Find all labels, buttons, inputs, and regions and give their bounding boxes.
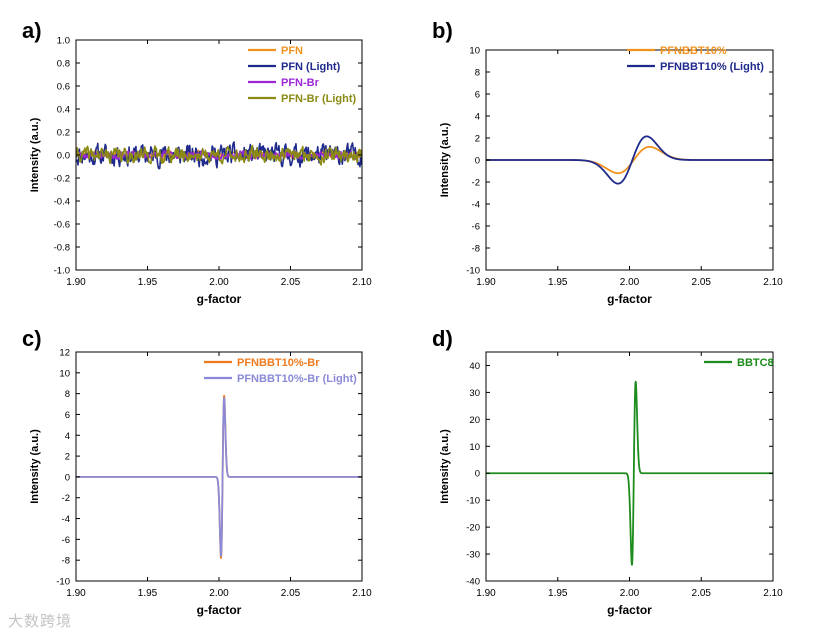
x-tick-label: 2.10 xyxy=(763,277,783,288)
series-line-pfnbbt10-br-light- xyxy=(76,396,362,557)
y-tick-label: 0 xyxy=(65,472,70,483)
y-tick-label: -4 xyxy=(62,514,70,525)
x-tick-label: 2.10 xyxy=(352,588,372,599)
legend-label: PFNBBT10%-Br (Light) xyxy=(237,373,357,385)
x-tick-label: 2.10 xyxy=(352,277,372,288)
y-tick-label: -30 xyxy=(466,550,480,561)
y-tick-label: 0.4 xyxy=(57,105,70,116)
legend-label: PFNBBT10% xyxy=(660,45,727,57)
y-tick-label: 10 xyxy=(469,46,480,57)
y-tick-label: 6 xyxy=(65,410,70,421)
x-tick-label: 2.05 xyxy=(281,588,301,599)
y-tick-label: 0 xyxy=(475,469,480,480)
y-tick-label: -0.6 xyxy=(54,220,70,231)
y-tick-label: 30 xyxy=(469,388,480,399)
x-tick-label: 1.95 xyxy=(548,277,568,288)
y-tick-label: -6 xyxy=(62,535,70,546)
y-axis-label: Intensity (a.u.) xyxy=(29,117,41,192)
watermark-text: 大数跨境 xyxy=(8,612,73,630)
x-axis-label: g-factor xyxy=(607,603,652,617)
y-tick-label: -0.2 xyxy=(54,174,70,185)
y-axis-label: Intensity (a.u.) xyxy=(439,122,451,197)
x-tick-label: 2.00 xyxy=(209,277,229,288)
y-tick-label: -2 xyxy=(62,493,70,504)
legend-label: PFN-Br (Light) xyxy=(281,93,356,105)
y-tick-label: 0.8 xyxy=(57,59,70,70)
x-tick-label: 1.95 xyxy=(138,588,158,599)
y-tick-label: 0.2 xyxy=(57,128,70,139)
y-tick-label: 20 xyxy=(469,415,480,426)
panel-label: b) xyxy=(432,18,453,43)
y-tick-label: 8 xyxy=(65,389,70,400)
y-tick-label: 4 xyxy=(475,112,480,123)
x-axis-label: g-factor xyxy=(607,292,652,306)
legend-label: PFN xyxy=(281,45,303,57)
x-tick-label: 1.90 xyxy=(66,588,86,599)
x-tick-label: 2.00 xyxy=(620,588,640,599)
x-tick-label: 1.95 xyxy=(548,588,568,599)
y-tick-label: -1.0 xyxy=(54,266,70,277)
y-tick-label: 4 xyxy=(65,431,70,442)
y-tick-label: 40 xyxy=(469,361,480,372)
y-tick-label: 12 xyxy=(59,348,70,359)
y-tick-label: -0.8 xyxy=(54,243,70,254)
y-tick-label: 10 xyxy=(469,442,480,453)
plot-frame xyxy=(485,351,774,582)
x-tick-label: 2.00 xyxy=(620,277,640,288)
legend-label: PFNBBT10% (Light) xyxy=(660,61,764,73)
x-tick-label: 1.95 xyxy=(138,277,158,288)
y-tick-label: 1.0 xyxy=(57,36,70,47)
y-tick-label: 6 xyxy=(475,90,480,101)
x-axis-label: g-factor xyxy=(197,603,242,617)
y-tick-label: -8 xyxy=(62,556,70,567)
y-tick-label: 2 xyxy=(475,134,480,145)
y-axis-label: Intensity (a.u.) xyxy=(29,429,41,504)
y-tick-label: 8 xyxy=(475,68,480,79)
y-tick-label: -20 xyxy=(466,523,480,534)
panel-label: d) xyxy=(432,326,453,351)
legend-label: PFN (Light) xyxy=(281,61,341,73)
y-tick-label: -10 xyxy=(56,577,70,588)
y-tick-label: -10 xyxy=(466,496,480,507)
y-tick-label: 0.0 xyxy=(57,151,70,162)
x-tick-label: 1.90 xyxy=(476,588,496,599)
legend-label: PFN-Br xyxy=(281,77,320,89)
y-tick-label: 0 xyxy=(475,156,480,167)
y-tick-label: -8 xyxy=(472,244,480,255)
legend-label: PFNBBT10%-Br xyxy=(237,357,320,369)
panel-label: c) xyxy=(22,326,42,351)
series-line-pfn-br-light- xyxy=(76,144,362,166)
y-tick-label: -6 xyxy=(472,222,480,233)
x-tick-label: 2.05 xyxy=(692,588,712,599)
x-tick-label: 2.05 xyxy=(692,277,712,288)
y-axis-label: Intensity (a.u.) xyxy=(439,429,451,504)
series-line-pfnbbt10-light- xyxy=(486,135,773,185)
x-tick-label: 2.10 xyxy=(763,588,783,599)
panel-label: a) xyxy=(22,18,42,43)
y-tick-label: -40 xyxy=(466,577,480,588)
y-tick-label: -0.4 xyxy=(54,197,70,208)
x-tick-label: 1.90 xyxy=(66,277,86,288)
x-tick-label: 1.90 xyxy=(476,277,496,288)
legend-label: BBTC8 xyxy=(737,357,774,369)
x-axis-label: g-factor xyxy=(197,292,242,306)
x-tick-label: 2.00 xyxy=(209,588,229,599)
plot-frame xyxy=(75,351,363,582)
y-tick-label: -10 xyxy=(466,266,480,277)
x-tick-label: 2.05 xyxy=(281,277,301,288)
y-tick-label: -2 xyxy=(472,178,480,189)
y-tick-label: 2 xyxy=(65,452,70,463)
y-tick-label: -4 xyxy=(472,200,480,211)
series-line-bbtc8 xyxy=(486,380,773,566)
y-tick-label: 0.6 xyxy=(57,82,70,93)
y-tick-label: 10 xyxy=(59,368,70,379)
